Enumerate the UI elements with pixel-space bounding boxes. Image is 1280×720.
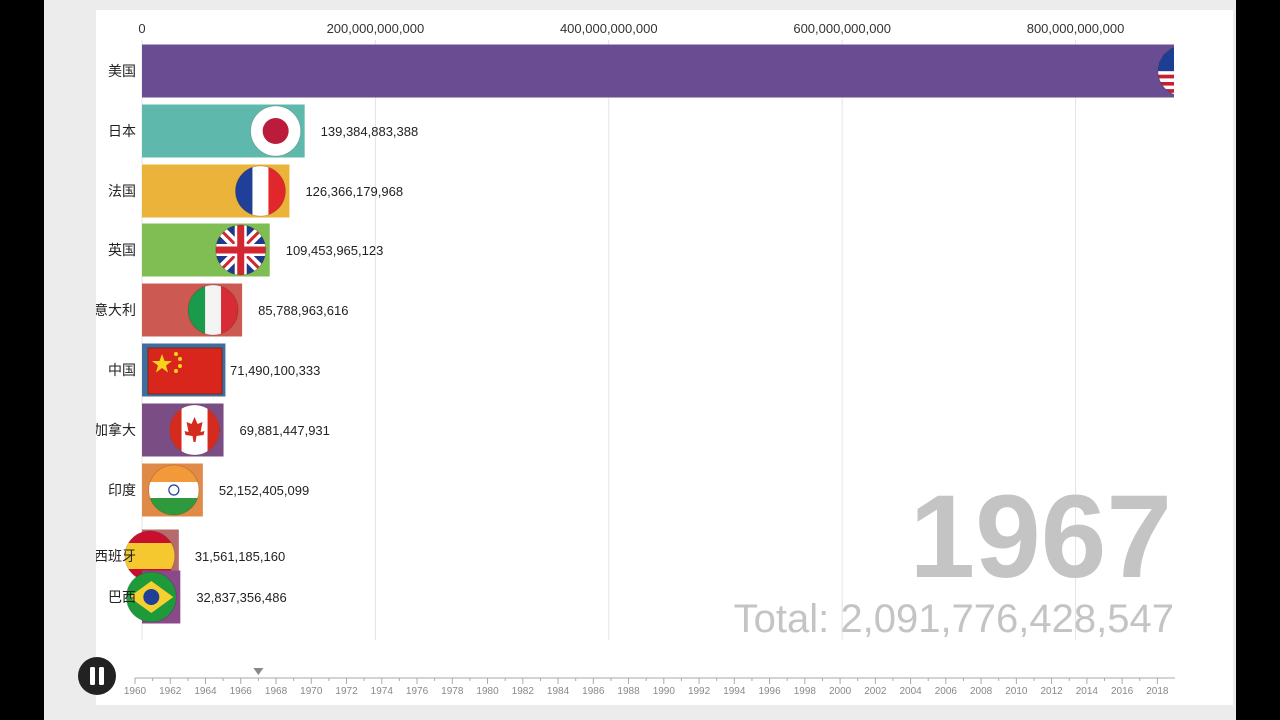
- category-label: 意大利: [94, 302, 136, 318]
- timeline-year-label: 1968: [265, 686, 288, 697]
- x-tick-label: 200,000,000,000: [327, 21, 425, 36]
- bar-row: 英国 109,453,965,123: [108, 223, 384, 277]
- timeline-year-label: 2006: [935, 686, 958, 697]
- italy-flag-icon: [187, 284, 239, 336]
- category-label: 英国: [108, 242, 136, 258]
- timeline-year-label: 1996: [758, 686, 781, 697]
- bar-row: 西班牙 31,561,185,160: [94, 529, 285, 583]
- bar-row: 美国 916,948,346,6: [108, 44, 1280, 98]
- timeline-year-label: 1994: [723, 686, 746, 697]
- value-label: 85,788,963,616: [258, 303, 348, 318]
- timeline-year-label: 1984: [547, 686, 570, 697]
- timeline-year-label: 2016: [1111, 686, 1134, 697]
- x-axis: 0 200,000,000,000 400,000,000,000 600,000,0…: [138, 21, 1124, 36]
- value-label: 916,948,346,6: [1228, 64, 1280, 79]
- bars: 美国 916,948,346,6 日本 139,384,883,388 法国 126,36…: [94, 44, 1280, 624]
- india-flag-icon: [148, 464, 200, 516]
- timeline-year-label: 1978: [441, 686, 464, 697]
- timeline-year-label: 1962: [159, 686, 182, 697]
- x-tick-label: 600,000,000,000: [793, 21, 891, 36]
- timeline-year-label: 2004: [899, 686, 922, 697]
- category-label: 巴西: [108, 589, 136, 605]
- x-tick-label: 800,000,000,000: [1027, 21, 1125, 36]
- timeline-year-label: 1986: [582, 686, 605, 697]
- timeline-year-label: 1980: [476, 686, 499, 697]
- category-label: 印度: [108, 482, 136, 498]
- value-label: 126,366,179,968: [305, 184, 403, 199]
- timeline-year-label: 1964: [194, 686, 217, 697]
- value-label: 52,152,405,099: [219, 483, 309, 498]
- japan-flag-icon: [250, 105, 302, 157]
- timeline-year-label: 2008: [970, 686, 993, 697]
- value-label: 69,881,447,931: [240, 423, 330, 438]
- timeline-year-label: 1998: [794, 686, 817, 697]
- uk-flag-icon: [215, 224, 267, 276]
- timeline-year-label: 1966: [230, 686, 253, 697]
- timeline-year-label: 2010: [1005, 686, 1028, 697]
- bar-row: 法国 126,366,179,968: [108, 164, 403, 218]
- timeline-handle[interactable]: [253, 668, 264, 675]
- current-year: 1967: [909, 471, 1172, 603]
- bar-row: 加拿大 69,881,447,931: [94, 403, 330, 457]
- category-label: 日本: [108, 123, 136, 139]
- pause-icon: [90, 667, 104, 685]
- bar-row: 印度 52,152,405,099: [108, 463, 309, 517]
- value-label: 71,490,100,333: [230, 363, 320, 378]
- timeline-year-label: 1960: [124, 686, 147, 697]
- timeline-year-label: 1992: [688, 686, 711, 697]
- category-label: 法国: [108, 183, 136, 199]
- category-label: 加拿大: [94, 422, 136, 438]
- category-label: 中国: [108, 362, 136, 378]
- timeline[interactable]: 1960 1962 1964 1966 1968 1970 1972 1974 1976 1978…: [124, 668, 1175, 697]
- canada-flag-icon: [169, 404, 221, 456]
- bar-row: 巴西 32,837,356,486: [108, 570, 287, 624]
- timeline-year-label: 2012: [1040, 686, 1063, 697]
- brazil-flag-icon: [125, 571, 177, 623]
- value-label: 31,561,185,160: [195, 549, 285, 564]
- timeline-year-label: 1976: [406, 686, 429, 697]
- value-label: 139,384,883,388: [321, 124, 419, 139]
- bar-row: 意大利 85,788,963,616: [94, 283, 348, 337]
- total-value: Total: 2,091,776,428,547: [734, 597, 1174, 641]
- bar-row: 中国 71,490,100,333: [108, 343, 320, 397]
- timeline-year-label: 2014: [1076, 686, 1099, 697]
- timeline-year-label: 1970: [300, 686, 323, 697]
- china-flag-icon: [147, 347, 223, 395]
- value-label: 109,453,965,123: [286, 243, 384, 258]
- france-flag-icon: [234, 165, 286, 217]
- timeline-year-label: 2018: [1146, 686, 1169, 697]
- value-label: 32,837,356,486: [196, 590, 286, 605]
- x-tick-label: 0: [138, 21, 145, 36]
- timeline-year-label: 2002: [864, 686, 887, 697]
- timeline-year-label: 1990: [653, 686, 676, 697]
- pause-button[interactable]: [78, 657, 116, 695]
- bar: [142, 44, 1174, 98]
- timeline-year-label: 1982: [512, 686, 535, 697]
- category-label: 美国: [108, 63, 136, 79]
- timeline-year-label: 1974: [371, 686, 394, 697]
- x-tick-label: 400,000,000,000: [560, 21, 658, 36]
- bar-row: 日本 139,384,883,388: [108, 104, 419, 158]
- timeline-year-label: 1988: [617, 686, 640, 697]
- category-label: 西班牙: [94, 548, 136, 564]
- timeline-year-label: 2000: [829, 686, 852, 697]
- usa-flag-icon: [1157, 46, 1174, 96]
- timeline-year-label: 1972: [335, 686, 358, 697]
